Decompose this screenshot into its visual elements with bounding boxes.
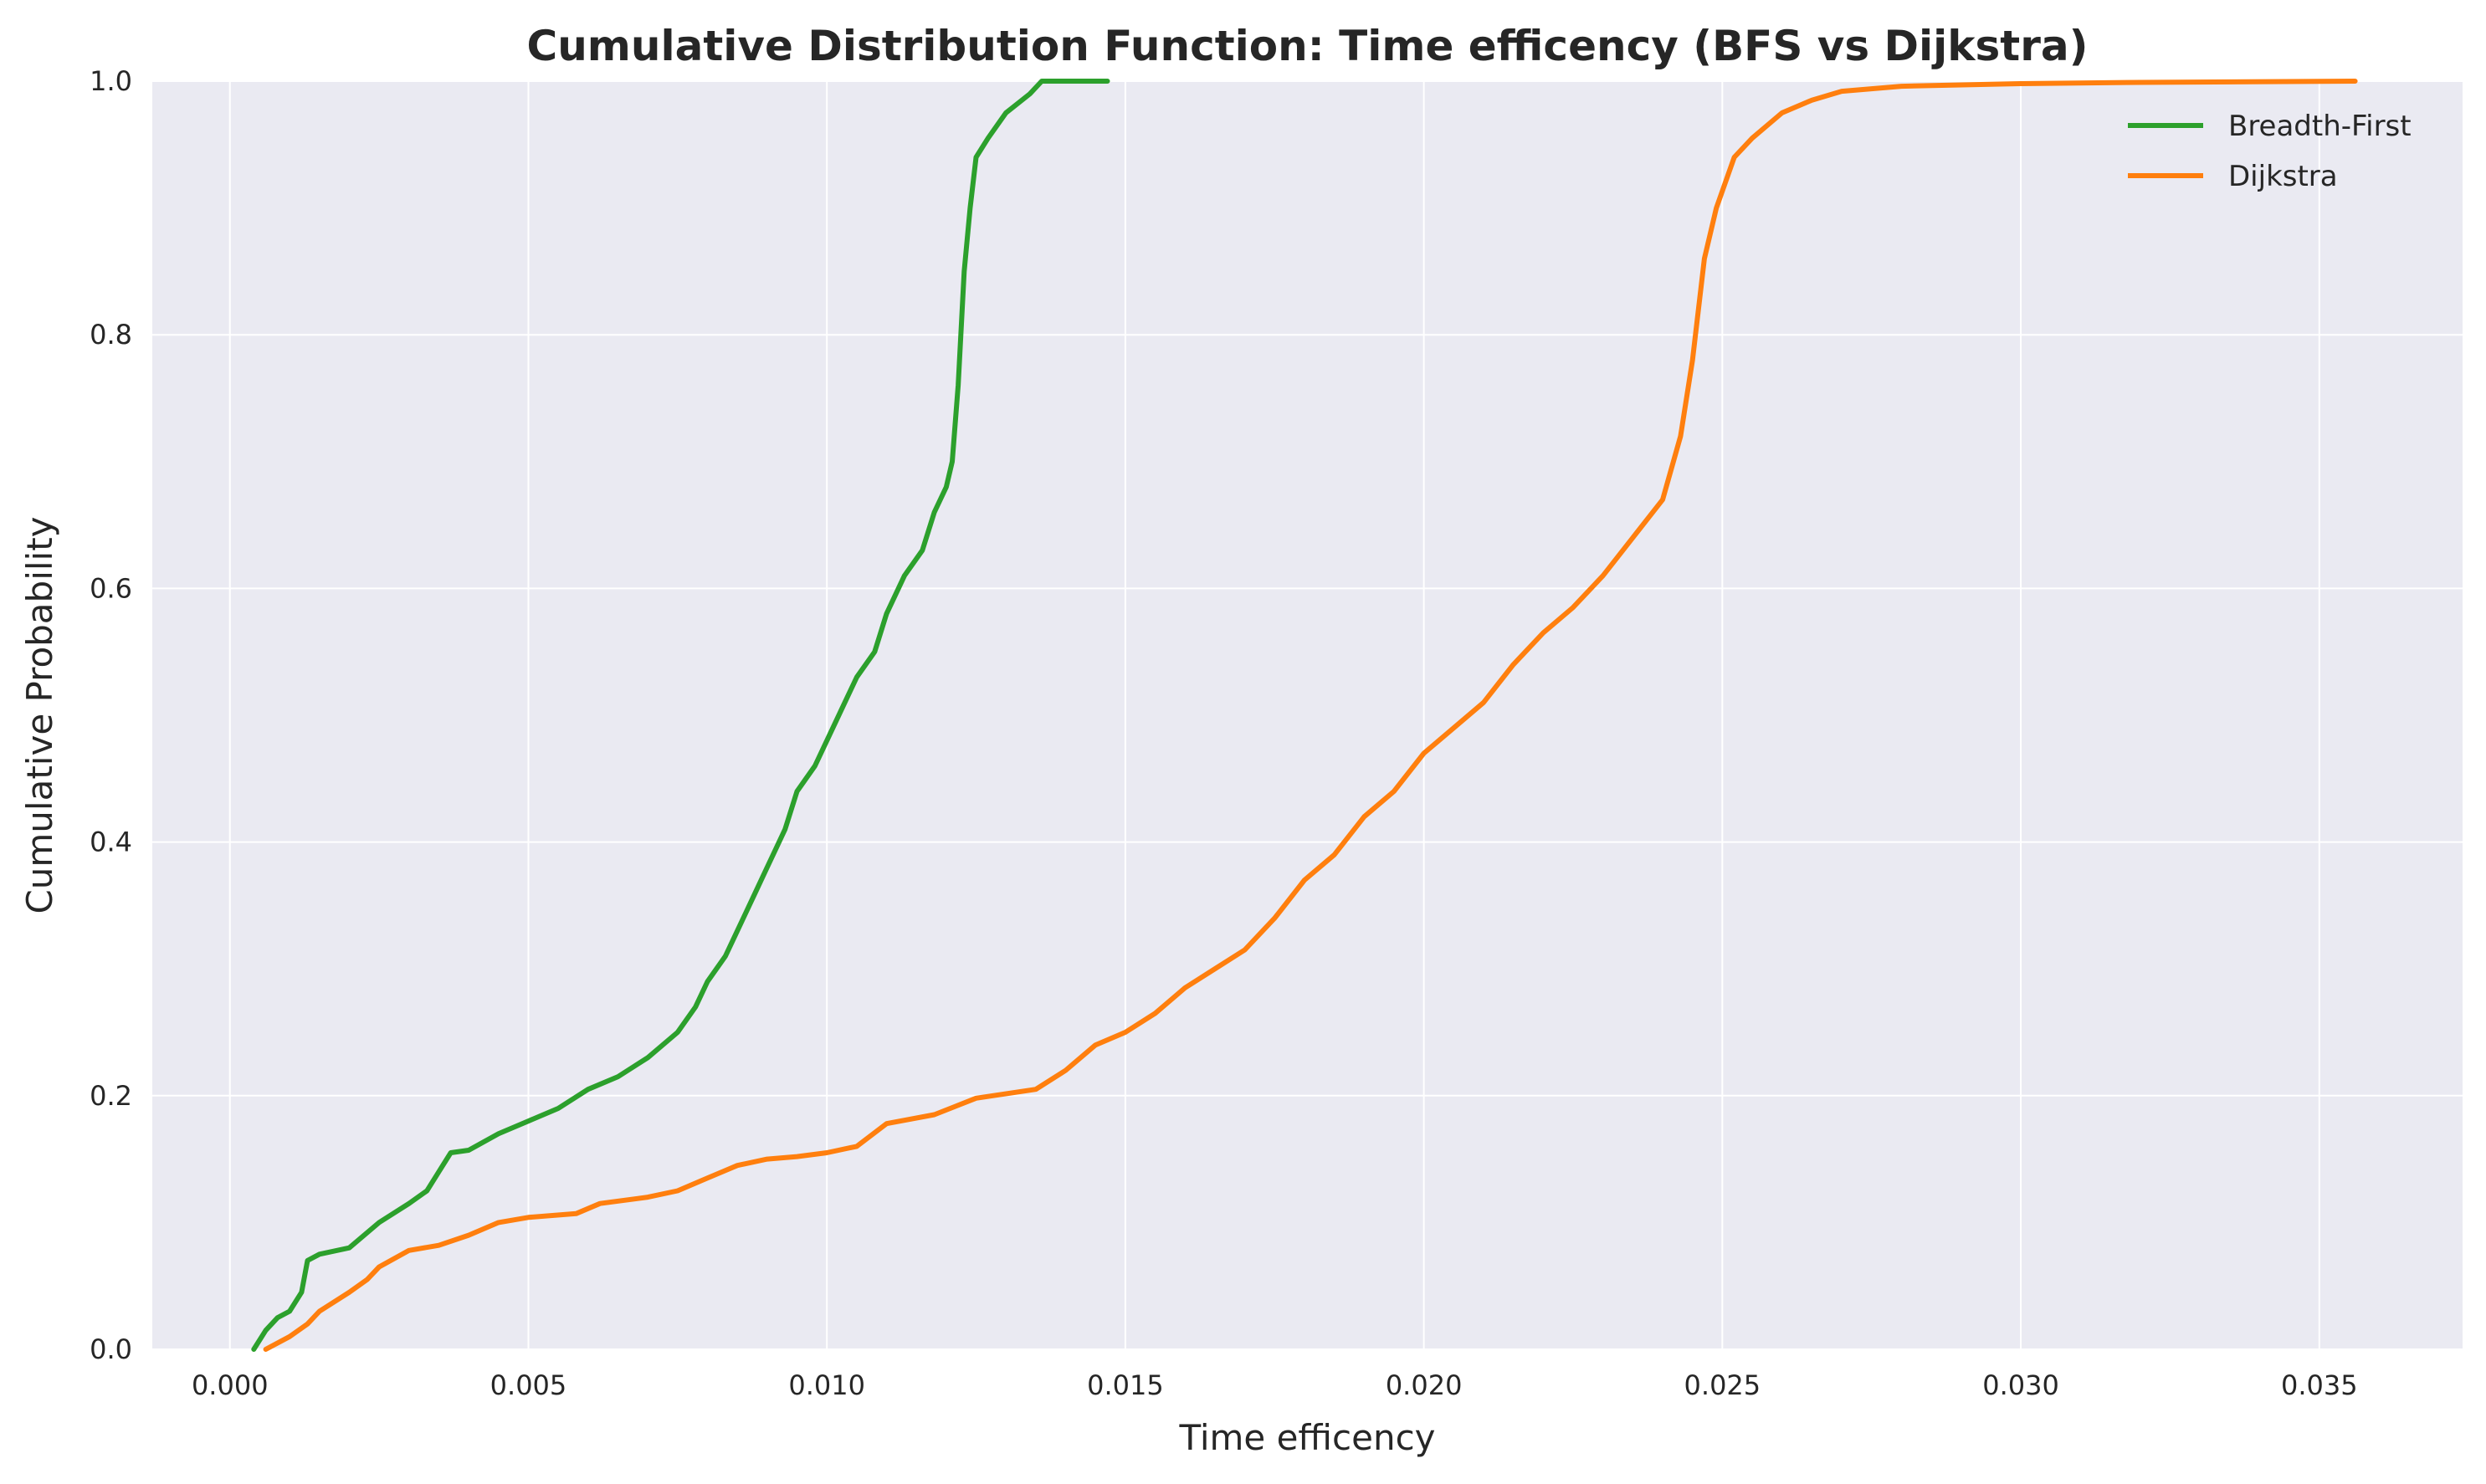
legend: Breadth-First Dijkstra [2128,110,2412,193]
grid-lines [152,80,2463,1350]
legend-label-breadth-first: Breadth-First [2228,110,2412,143]
series-lines [251,79,2358,1352]
series-line-dijkstra [263,79,2358,1352]
x-axis-label: Time efficency [1178,1417,1435,1458]
y-tick-label: 1.0 [90,65,132,97]
chart-title: Cumulative Distribution Function: Time e… [527,22,2089,70]
x-tick-label: 0.035 [2281,1369,2358,1401]
y-tick-label: 0.8 [90,319,132,351]
tick-labels: 0.000 0.005 0.010 0.015 0.020 0.025 0.030 0.035… [90,65,2357,1401]
x-tick-label: 0.025 [1684,1369,1761,1401]
series-line-breadth-first [251,79,1110,1352]
y-tick-label: 0.6 [90,572,132,604]
x-tick-label: 0.010 [788,1369,865,1401]
x-tick-label: 0.020 [1386,1369,1463,1401]
plot-area [152,81,2463,1349]
legend-label-dijkstra: Dijkstra [2228,160,2338,193]
x-tick-label: 0.005 [490,1369,567,1401]
y-tick-label: 0.2 [90,1080,132,1112]
x-tick-label: 0.000 [192,1369,269,1401]
x-tick-label: 0.030 [1982,1369,2059,1401]
y-axis-label: Cumulative Probability [19,516,60,913]
y-tick-label: 0.0 [90,1333,132,1365]
x-tick-label: 0.015 [1087,1369,1164,1401]
y-tick-label: 0.4 [90,826,132,858]
